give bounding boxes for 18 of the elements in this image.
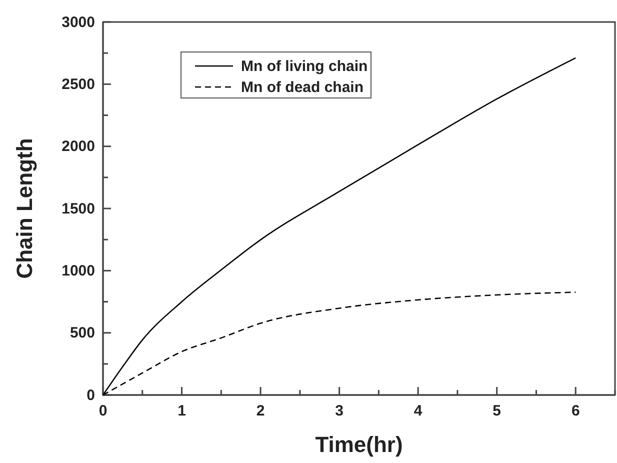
- y-tick-label: 500: [70, 324, 95, 342]
- y-axis-title: Chain Length: [12, 138, 37, 279]
- y-tick-label: 3000: [62, 14, 95, 31]
- y-tick-label: 1500: [62, 200, 95, 218]
- x-tick-label: 0: [98, 402, 108, 420]
- x-tick-label: 2: [256, 402, 265, 420]
- y-tick-label: 2500: [62, 76, 95, 93]
- y-tick-label: 1000: [62, 262, 95, 280]
- x-tick-label: 3: [335, 402, 344, 420]
- y-tick-label: 2000: [62, 138, 95, 156]
- x-tick-label: 1: [178, 402, 186, 420]
- x-tick-label: 4: [414, 402, 423, 420]
- legend-label: Mn of living chain: [241, 58, 368, 75]
- legend-label: Mn of dead chain: [241, 79, 364, 96]
- y-tick-label: 0: [86, 386, 95, 404]
- x-axis-title: Time(hr): [315, 432, 403, 457]
- x-tick-label: 6: [571, 402, 580, 420]
- x-tick-label: 5: [492, 402, 502, 420]
